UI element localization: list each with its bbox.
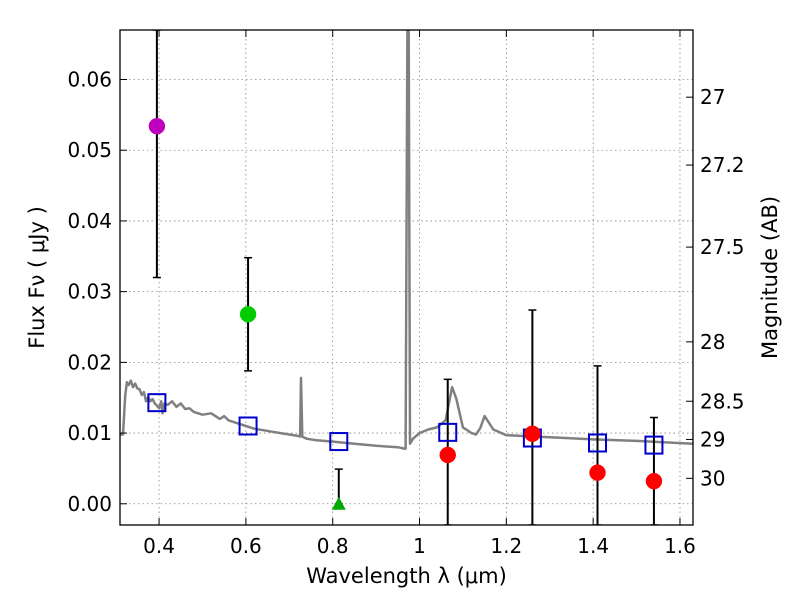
x-tick-label: 1 [413,534,426,558]
mag-tick-label: 28.5 [700,389,745,413]
y-axis-label: Flux Fν ( μJy ) [25,206,49,349]
y-tick-label: 0.06 [67,68,112,92]
x-tick-label: 1.4 [577,534,609,558]
red-points-marker [589,464,606,481]
mag-tick-label: 28 [700,330,725,354]
mag-tick-label: 27 [700,85,725,109]
mag-tick-label: 27.2 [700,153,745,177]
red-points-marker [645,472,663,490]
y-axis-right-label: Magnitude (AB) [758,196,782,359]
y-tick-label: 0.04 [67,209,112,233]
purple-point-marker [148,117,166,135]
y-tick-label: 0.05 [67,138,112,162]
mag-tick-label: 30 [700,466,725,490]
axis-ticks: 0.4 0.6 0.8 1 1.2 1.4 1.6 0.00 0.01 0.02 0.03 0.04 0… [67,30,745,558]
mag-tick-label: 29 [700,427,725,451]
x-tick-label: 1.6 [664,534,696,558]
model-photometry-square [329,432,349,452]
model-photometry-square [588,433,607,453]
y-tick-label: 0.02 [67,350,112,374]
model-photometry-square [644,435,664,455]
x-tick-label: 1.2 [490,534,522,558]
x-axis-label: Wavelength λ (μm) [306,564,507,588]
x-tick-label: 0.6 [230,534,262,558]
red-points-marker [439,446,456,464]
y-tick-label: 0.03 [67,280,112,304]
x-tick-label: 0.8 [317,534,349,558]
upper-limit-marker [331,496,346,510]
y-tick-label: 0.00 [67,492,112,516]
x-tick-label: 0.4 [143,534,175,558]
model-spectrum-line [120,30,693,450]
model-photometry-square [147,393,167,413]
model-photometry-square [238,416,258,436]
model-photometry-square [438,422,458,442]
red-points-marker [524,425,541,443]
y-tick-label: 0.01 [67,421,112,445]
green-point-marker [239,306,257,323]
mag-tick-label: 27.5 [700,235,745,259]
plot-frame [119,29,694,526]
